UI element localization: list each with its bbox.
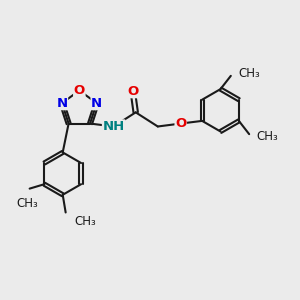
Text: NH: NH xyxy=(103,120,125,133)
Text: O: O xyxy=(127,85,138,98)
Text: CH₃: CH₃ xyxy=(238,67,260,80)
Text: O: O xyxy=(74,84,85,97)
Text: O: O xyxy=(175,117,186,130)
Text: CH₃: CH₃ xyxy=(256,130,278,143)
Text: CH₃: CH₃ xyxy=(74,215,96,228)
Text: CH₃: CH₃ xyxy=(16,197,38,211)
Text: N: N xyxy=(56,97,68,110)
Text: N: N xyxy=(91,97,102,110)
